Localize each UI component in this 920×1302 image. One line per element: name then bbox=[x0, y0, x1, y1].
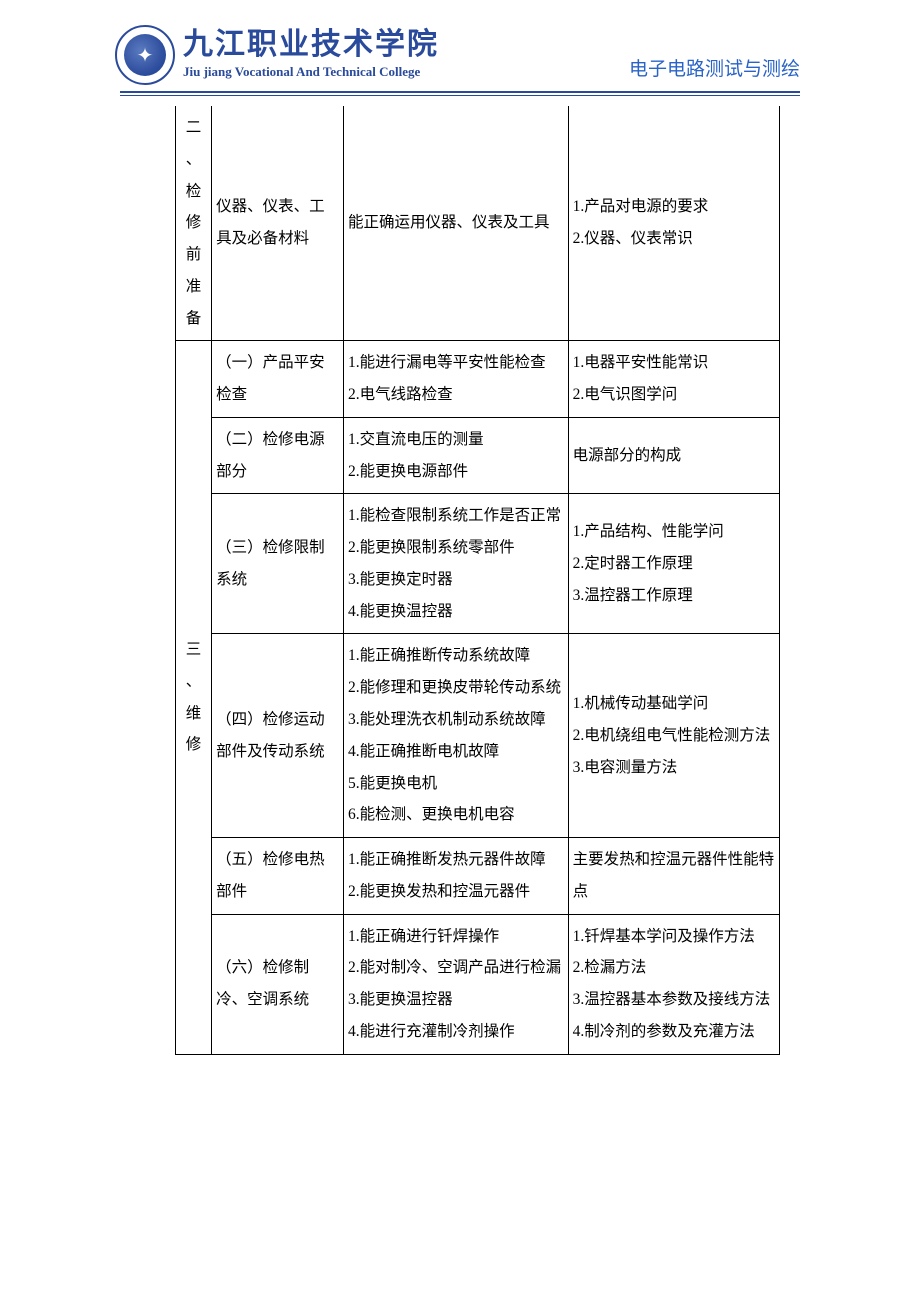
cell: 1.能进行漏电等平安性能检查2.电气线路检查 bbox=[343, 341, 568, 418]
cell: 1.能检查限制系统工作是否正常2.能更换限制系统零部件3.能更换定时器4.能更换… bbox=[343, 494, 568, 634]
cell: 1.能正确推断传动系统故障2.能修理和更换皮带轮传动系统3.能处理洗衣机制动系统… bbox=[343, 634, 568, 838]
cell: 主要发热和控温元器件性能特点 bbox=[568, 838, 779, 915]
section-label-2: 二、检修前准备 bbox=[176, 106, 212, 341]
table-row: 二、检修前准备 仪器、仪表、工具及必备材料 能正确运用仪器、仪表及工具 1.产品… bbox=[176, 106, 780, 341]
cell: （一）产品平安检查 bbox=[212, 341, 344, 418]
table-row: （二）检修电源部分 1.交直流电压的测量2.能更换电源部件 电源部分的构成 bbox=[176, 417, 780, 494]
header-divider-thin bbox=[120, 95, 800, 96]
cell: 能正确运用仪器、仪表及工具 bbox=[343, 106, 568, 341]
cell: 1.机械传动基础学问2.电机绕组电气性能检测方法3.电容测量方法 bbox=[568, 634, 779, 838]
table-row: （五）检修电热部件 1.能正确推断发热元器件故障2.能更换发热和控温元器件 主要… bbox=[176, 838, 780, 915]
course-title: 电子电路测试与测绘 bbox=[629, 54, 800, 81]
table-row: 三、维修 （一）产品平安检查 1.能进行漏电等平安性能检查2.电气线路检查 1.… bbox=[176, 341, 780, 418]
table-row: （六）检修制冷、空调系统 1.能正确进行钎焊操作2.能对制冷、空调产品进行检漏3… bbox=[176, 914, 780, 1054]
cell: 仪器、仪表、工具及必备材料 bbox=[212, 106, 344, 341]
header-divider-thick bbox=[120, 91, 800, 93]
document-page: ✦ 九江职业技术学院 Jiu jiang Vocational And Tech… bbox=[0, 0, 920, 1095]
cell: 1.能正确推断发热元器件故障2.能更换发热和控温元器件 bbox=[343, 838, 568, 915]
cell: （三）检修限制系统 bbox=[212, 494, 344, 634]
page-header: ✦ 九江职业技术学院 Jiu jiang Vocational And Tech… bbox=[115, 25, 800, 91]
school-name-en: Jiu jiang Vocational And Technical Colle… bbox=[183, 64, 439, 80]
table-row: （三）检修限制系统 1.能检查限制系统工作是否正常2.能更换限制系统零部件3.能… bbox=[176, 494, 780, 634]
cell: （五）检修电热部件 bbox=[212, 838, 344, 915]
cell: 1.产品对电源的要求2.仪器、仪表常识 bbox=[568, 106, 779, 341]
table-row: （四）检修运动部件及传动系统 1.能正确推断传动系统故障2.能修理和更换皮带轮传… bbox=[176, 634, 780, 838]
cell: 1.产品结构、性能学问2.定时器工作原理3.温控器工作原理 bbox=[568, 494, 779, 634]
section-label-3: 三、维修 bbox=[176, 341, 212, 1054]
logo-inner-icon: ✦ bbox=[124, 34, 166, 76]
cell: （二）检修电源部分 bbox=[212, 417, 344, 494]
logo-block: ✦ 九江职业技术学院 Jiu jiang Vocational And Tech… bbox=[115, 25, 439, 85]
cell: 1.交直流电压的测量2.能更换电源部件 bbox=[343, 417, 568, 494]
cell: （六）检修制冷、空调系统 bbox=[212, 914, 344, 1054]
cell: （四）检修运动部件及传动系统 bbox=[212, 634, 344, 838]
school-logo-icon: ✦ bbox=[115, 25, 175, 85]
cell: 电源部分的构成 bbox=[568, 417, 779, 494]
cell: 1.能正确进行钎焊操作2.能对制冷、空调产品进行检漏3.能更换温控器4.能进行充… bbox=[343, 914, 568, 1054]
school-name-cn: 九江职业技术学院 bbox=[183, 30, 439, 60]
school-text: 九江职业技术学院 Jiu jiang Vocational And Techni… bbox=[183, 30, 439, 80]
content-table: 二、检修前准备 仪器、仪表、工具及必备材料 能正确运用仪器、仪表及工具 1.产品… bbox=[175, 106, 780, 1055]
cell: 1.钎焊基本学问及操作方法2.检漏方法3.温控器基本参数及接线方法4.制冷剂的参… bbox=[568, 914, 779, 1054]
cell: 1.电器平安性能常识2.电气识图学问 bbox=[568, 341, 779, 418]
